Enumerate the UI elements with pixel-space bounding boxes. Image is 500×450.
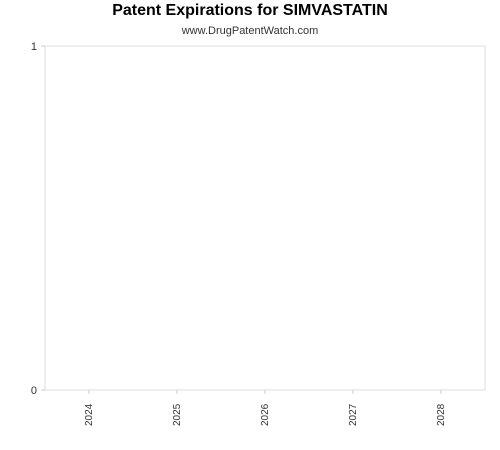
x-tick-label-2027: 2027 — [348, 403, 359, 426]
x-tick-label-2024: 2024 — [84, 403, 95, 426]
plot-area — [45, 46, 485, 390]
y-axis: 01 — [31, 41, 45, 397]
x-tick-label-2028: 2028 — [436, 403, 447, 426]
y-tick-label-1: 1 — [31, 41, 37, 53]
y-tick-label-0: 0 — [31, 385, 37, 397]
x-tick-label-2026: 2026 — [260, 403, 271, 426]
x-axis: 2024 2025 2026 2027 2028 — [84, 390, 447, 426]
x-tick-label-2025: 2025 — [172, 403, 183, 426]
